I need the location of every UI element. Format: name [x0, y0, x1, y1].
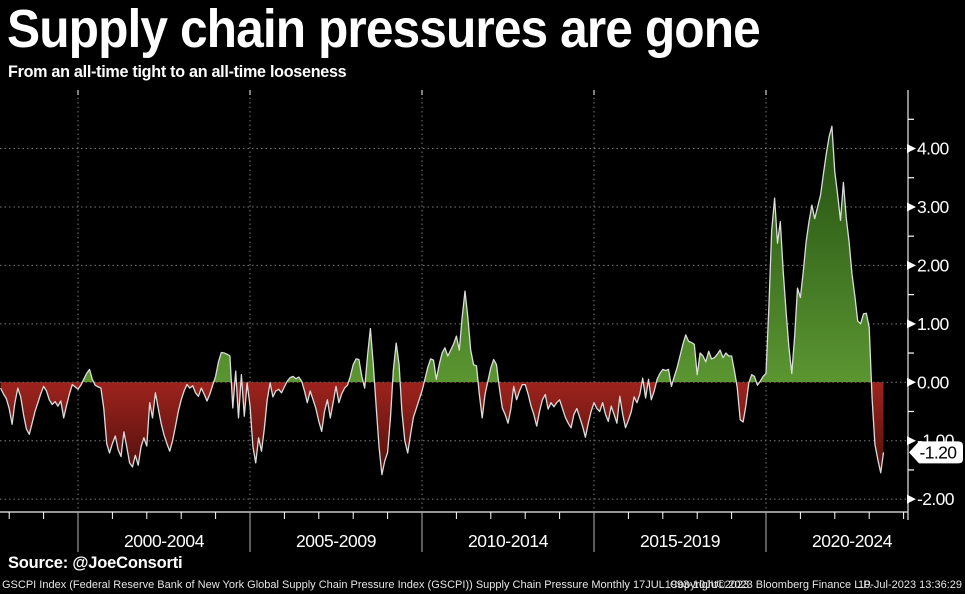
negative-area — [0, 382, 884, 475]
y-tick-arrow-icon — [907, 144, 916, 154]
x-axis-label: 2020-2024 — [812, 531, 893, 551]
y-axis-labels: 4.003.002.001.000.00-1.00-2.00 — [907, 139, 955, 509]
x-axis-label: 2015-2019 — [640, 531, 720, 551]
y-tick-label: 3.00 — [917, 197, 950, 217]
y-tick-label: -2.00 — [917, 489, 955, 509]
y-tick-arrow-icon — [907, 436, 916, 446]
last-value-badge: -1.20 — [909, 441, 963, 464]
x-ticks — [8, 90, 905, 552]
y-tick-arrow-icon — [907, 494, 916, 504]
x-axis-label: 2005-2009 — [296, 531, 376, 551]
gscpi-line — [0, 125, 885, 476]
x-axis-labels: 2000-2004 2005-2009 2010-2014 2015-2019 2020… — [124, 531, 893, 551]
y-tick-label: 4.00 — [917, 139, 950, 159]
chart-subtitle: From an all-time tight to an all-time lo… — [8, 62, 347, 81]
footer-bar: GSCPI Index (Federal Reserve Bank of New… — [0, 577, 965, 594]
y-tick-label: 0.00 — [917, 372, 950, 392]
axes — [0, 90, 909, 520]
x-axis-label: 2000-2004 — [124, 531, 205, 551]
source-line: Source: @JoeConsorti — [8, 553, 183, 572]
y-tick-label: 2.00 — [917, 255, 950, 275]
last-value-badge-shape — [909, 441, 963, 464]
chart-title: Supply chain pressures are gone — [7, 0, 761, 59]
y-tick-label: 1.00 — [917, 314, 950, 334]
y-tick-arrow-icon — [907, 202, 916, 212]
x-axis-label: 2010-2014 — [468, 531, 549, 551]
last-value-label: -1.20 — [920, 442, 958, 462]
y-minor-ticks — [908, 118, 914, 471]
footer-copyright: Copyright© 2023 Bloomberg Finance L.P. — [670, 579, 873, 591]
y-tick-arrow-icon — [907, 319, 916, 329]
y-tick-arrow-icon — [907, 260, 916, 270]
footer-description: GSCPI Index (Federal Reserve Bank of New… — [2, 579, 750, 591]
footer-timestamp: 10-Jul-2023 13:36:29 — [858, 579, 962, 591]
y-tick-arrow-icon — [907, 377, 916, 387]
